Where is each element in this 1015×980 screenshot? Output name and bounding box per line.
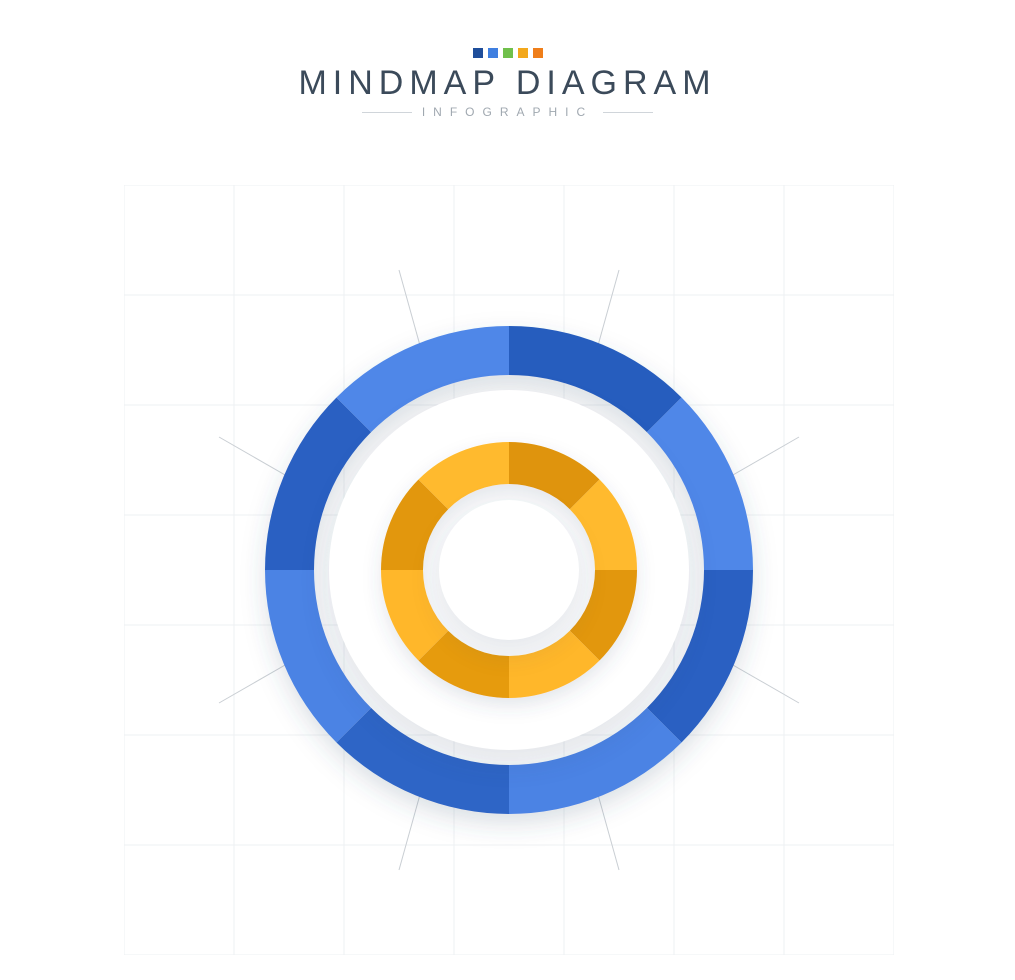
header-dot: [473, 48, 483, 58]
header: MINDMAP DIAGRAM INFOGRAPHIC: [0, 0, 1015, 119]
page-title: MINDMAP DIAGRAM: [0, 64, 1015, 103]
page-subtitle: INFOGRAPHIC: [422, 105, 593, 119]
subtitle-row: INFOGRAPHIC: [0, 105, 1015, 119]
header-dot: [503, 48, 513, 58]
header-dots: [0, 48, 1015, 58]
header-dot: [518, 48, 528, 58]
header-dot: [488, 48, 498, 58]
subtitle-line-left: [362, 112, 412, 113]
header-dot: [533, 48, 543, 58]
subtitle-line-right: [603, 112, 653, 113]
diagram-canvas: [124, 185, 894, 955]
inner-disc: [439, 500, 579, 640]
